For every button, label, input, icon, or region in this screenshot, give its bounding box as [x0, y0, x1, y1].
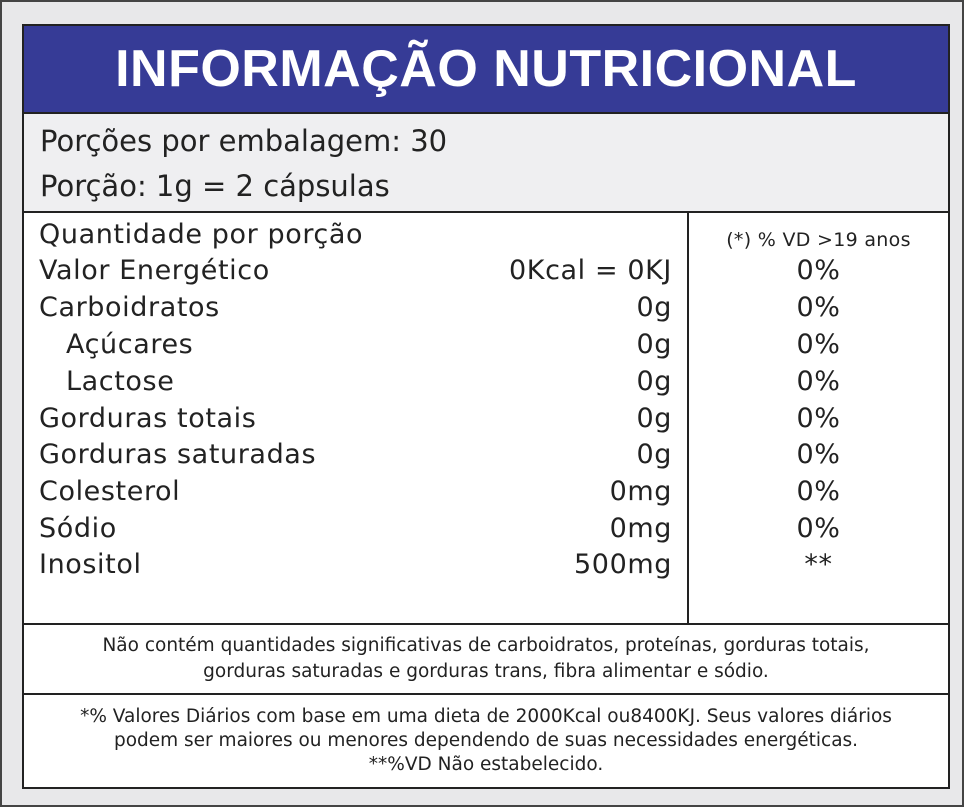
nutrient-amount: 0g: [636, 366, 672, 397]
nutrient-amount: 0Kcal = 0KJ: [508, 255, 672, 286]
nutrient-vd: 0%: [796, 366, 841, 397]
nutrient-label: Carboidratos: [39, 292, 220, 323]
table-row: Açúcares 0g 0%: [24, 329, 948, 366]
nutrient-vd: 0%: [796, 329, 841, 360]
table-row: Lactose 0g 0%: [24, 366, 948, 403]
not-established-note: **%VD Não estabelecido.: [368, 754, 604, 775]
nutrient-amount: 0mg: [609, 513, 672, 544]
nutrient-amount: 0g: [636, 439, 672, 470]
absence-note: Não contém quantidades significativas de…: [24, 625, 948, 695]
title-bar: INFORMAÇÃO NUTRICIONAL: [24, 26, 948, 114]
absence-note-line: Não contém quantidades significativas de…: [102, 635, 870, 656]
nutrient-label: Açúcares: [66, 329, 194, 360]
table-row: Gorduras totais 0g 0%: [24, 403, 948, 440]
nutrient-label: Lactose: [66, 366, 175, 397]
table-row: Gorduras saturadas 0g 0%: [24, 439, 948, 476]
nutrient-vd: 0%: [796, 476, 841, 507]
nutrient-vd: 0%: [796, 403, 841, 434]
table-header-row: Quantidade por porção (*) % VD >19 anos: [24, 219, 948, 256]
nutrient-amount: 500mg: [574, 549, 672, 580]
absence-note-line: gorduras saturadas e gorduras trans, fib…: [203, 661, 769, 682]
nutrient-label: Valor Energético: [39, 255, 270, 286]
table-row: Colesterol 0mg 0%: [24, 476, 948, 513]
vd-header: (*) % VD >19 anos: [726, 229, 911, 251]
nutrient-amount: 0mg: [609, 476, 672, 507]
nutrient-vd: 0%: [796, 292, 841, 323]
nutrient-table: Quantidade por porção (*) % VD >19 anos …: [24, 213, 948, 625]
nutrient-vd: 0%: [796, 255, 841, 286]
nutrient-label: Inositol: [39, 549, 142, 580]
quantity-header: Quantidade por porção: [39, 219, 364, 250]
daily-values-note: *% Valores Diários com base em uma dieta…: [24, 695, 948, 787]
nutrient-vd: 0%: [796, 513, 841, 544]
nutrient-amount: 0g: [636, 329, 672, 360]
table-row: Inositol 500mg **: [24, 549, 948, 586]
page-title: INFORMAÇÃO NUTRICIONAL: [115, 40, 857, 98]
nutrient-amount: 0g: [636, 403, 672, 434]
nutrient-label: Sódio: [39, 513, 117, 544]
nutrient-vd: 0%: [796, 439, 841, 470]
nutrient-label: Gorduras saturadas: [39, 439, 317, 470]
nutrient-vd: **: [804, 549, 833, 580]
nutrition-panel: INFORMAÇÃO NUTRICIONAL Porções por embal…: [22, 24, 950, 789]
nutrient-amount: 0g: [636, 292, 672, 323]
table-row: Carboidratos 0g 0%: [24, 292, 948, 329]
nutrient-label: Colesterol: [39, 476, 181, 507]
daily-values-note-line: *% Valores Diários com base em uma dieta…: [80, 706, 892, 727]
portion-size: Porção: 1g = 2 cápsulas: [40, 169, 390, 203]
daily-values-note-line: podem ser maiores ou menores dependendo …: [113, 730, 859, 751]
column-divider: [687, 213, 689, 623]
portions-per-package: Porções por embalagem: 30: [40, 124, 448, 158]
table-row: Sódio 0mg 0%: [24, 513, 948, 550]
serving-info: Porções por embalagem: 30 Porção: 1g = 2…: [24, 114, 948, 213]
nutrient-label: Gorduras totais: [39, 403, 257, 434]
table-row: Valor Energético 0Kcal = 0KJ 0%: [24, 255, 948, 292]
